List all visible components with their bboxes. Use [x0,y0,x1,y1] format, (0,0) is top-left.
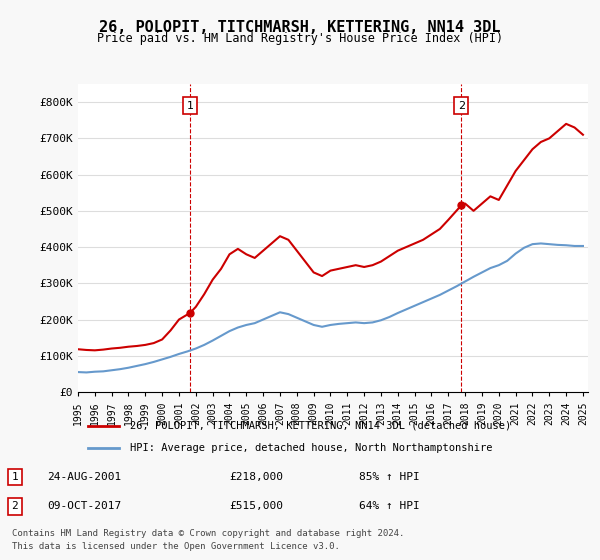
Text: 1: 1 [187,101,193,110]
Text: 1: 1 [11,472,18,482]
Text: £218,000: £218,000 [229,472,283,482]
Text: 64% ↑ HPI: 64% ↑ HPI [359,501,419,511]
Text: 24-AUG-2001: 24-AUG-2001 [47,472,121,482]
Text: 26, POLOPIT, TITCHMARSH, KETTERING, NN14 3DL (detached house): 26, POLOPIT, TITCHMARSH, KETTERING, NN14… [130,421,511,431]
Text: 26, POLOPIT, TITCHMARSH, KETTERING, NN14 3DL: 26, POLOPIT, TITCHMARSH, KETTERING, NN14… [99,20,501,35]
Text: £515,000: £515,000 [229,501,283,511]
Text: This data is licensed under the Open Government Licence v3.0.: This data is licensed under the Open Gov… [12,542,340,550]
Text: HPI: Average price, detached house, North Northamptonshire: HPI: Average price, detached house, Nort… [130,443,492,453]
Text: Price paid vs. HM Land Registry's House Price Index (HPI): Price paid vs. HM Land Registry's House … [97,32,503,45]
Text: 2: 2 [11,501,18,511]
Text: Contains HM Land Registry data © Crown copyright and database right 2024.: Contains HM Land Registry data © Crown c… [12,529,404,538]
Text: 09-OCT-2017: 09-OCT-2017 [47,501,121,511]
Text: 85% ↑ HPI: 85% ↑ HPI [359,472,419,482]
Text: 2: 2 [458,101,465,110]
